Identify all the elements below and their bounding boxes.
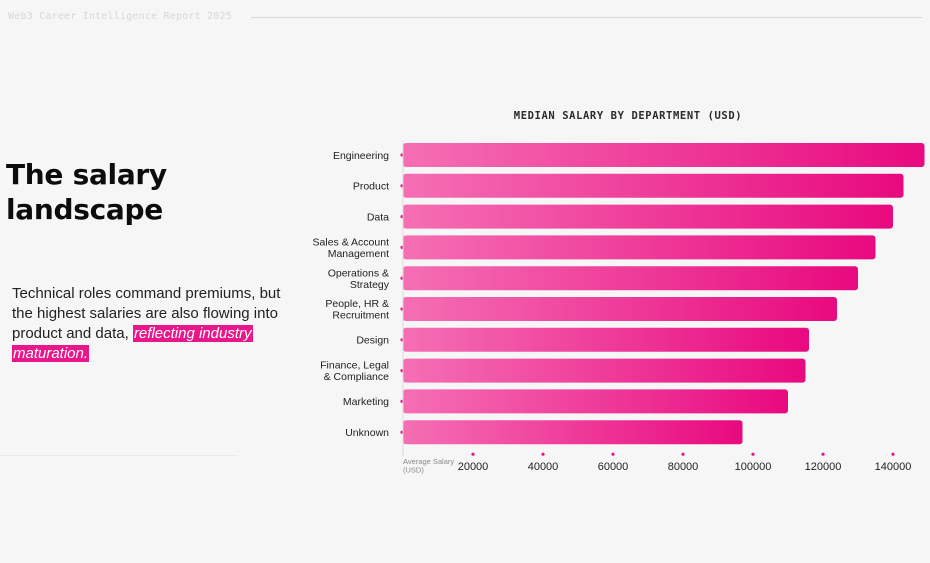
x-axis: 20000 40000 60000 80000 100000 120000 140000 Av…	[402, 141, 912, 475]
category-label-people-hr-recruitment: People, HR & Recruitment	[325, 298, 389, 322]
report-title: Web3 Career Intelligence Report 2025	[8, 11, 232, 22]
x-tick-label: 60000	[598, 461, 629, 473]
category-label-product: Product	[353, 181, 389, 193]
headline-line-2: landscape	[6, 193, 163, 226]
category-labels: Engineering Product Data Sales & Account Man…	[313, 150, 390, 439]
x-tick-label: 40000	[528, 461, 559, 473]
intro-paragraph: Technical roles command premiums, but th…	[12, 284, 302, 364]
bar-design	[403, 327, 809, 352]
category-label-data: Data	[367, 211, 389, 223]
x-tick-dot	[681, 452, 685, 456]
x-axis-title: Average Salary (USD)	[403, 457, 454, 475]
section-divider	[0, 455, 238, 456]
category-label-sales-account-management: Sales & Account Management	[313, 236, 390, 260]
x-tick-label: 20000	[458, 461, 489, 473]
category-label-engineering: Engineering	[333, 150, 389, 162]
x-tick-label: 100000	[735, 461, 772, 473]
bar-finance-legal-compliance	[403, 358, 806, 383]
bar-unknown	[403, 420, 743, 445]
bar-people-hr-recruitment	[403, 297, 837, 321]
bars-layer	[400, 143, 925, 445]
x-tick-dot	[891, 452, 895, 456]
bar-data	[403, 204, 893, 229]
chart-title: MEDIAN SALARY BY DEPARTMENT (USD)	[513, 110, 743, 122]
category-label-finance-legal-compliance: Finance, Legal & Compliance	[320, 360, 389, 384]
category-label-marketing: Marketing	[343, 396, 389, 408]
headline-line-1: The salary	[6, 158, 167, 191]
category-label-operations-strategy: Operations & Strategy	[328, 267, 390, 291]
bar-sales-account-management	[403, 235, 876, 260]
x-tick-label: 80000	[668, 461, 699, 473]
category-label-unknown: Unknown	[345, 427, 389, 439]
report-header: Web3 Career Intelligence Report 2025	[8, 11, 922, 25]
bar-engineering	[403, 143, 925, 167]
x-tick-dot	[751, 452, 755, 456]
x-tick-dot	[821, 452, 825, 456]
x-tick-label: 120000	[805, 461, 842, 473]
x-tick-dot	[611, 452, 615, 456]
x-tick-label: 140000	[875, 461, 912, 473]
x-tick-dot	[471, 452, 475, 456]
x-tick-dot	[541, 452, 545, 456]
section-headline: The salary landscape	[6, 157, 167, 227]
header-divider	[251, 17, 922, 18]
bar-operations-strategy	[403, 266, 858, 291]
category-label-design: Design	[356, 335, 389, 347]
bar-product	[403, 173, 904, 198]
intro-body-text: Technical roles command premiums, but th…	[12, 285, 281, 342]
bar-marketing	[403, 389, 788, 414]
